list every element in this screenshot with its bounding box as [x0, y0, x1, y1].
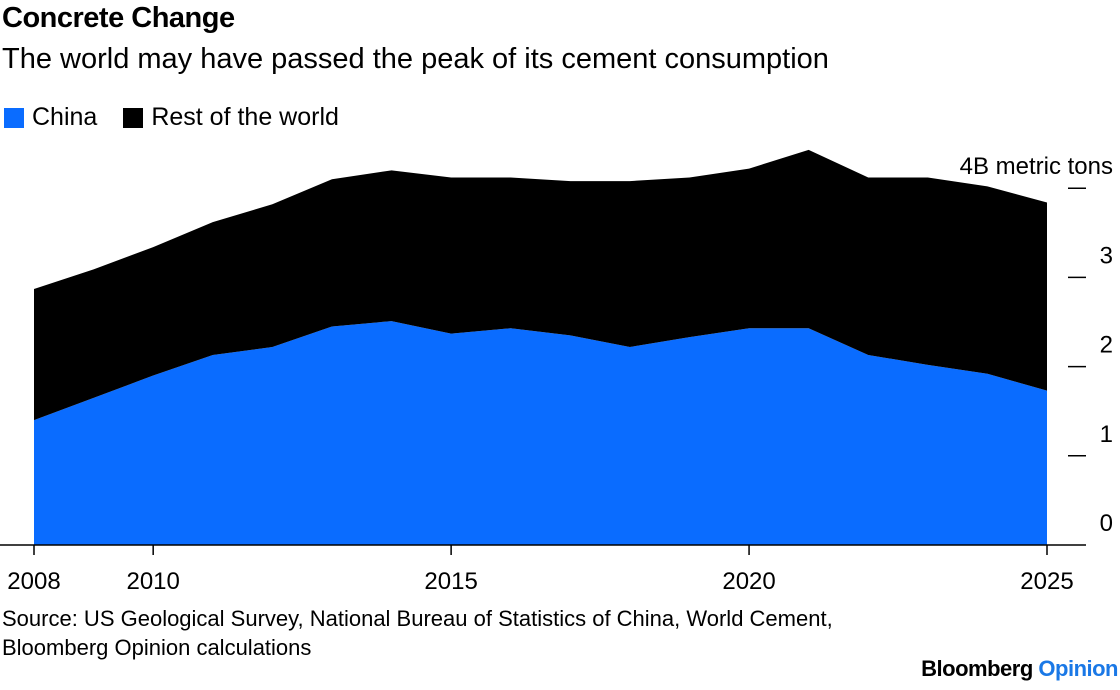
legend-label-china: China — [32, 103, 98, 131]
brand-name: Bloomberg — [921, 656, 1033, 681]
area-china — [34, 321, 1047, 545]
y-tick-label-2: 2 — [1100, 332, 1113, 359]
x-tick-label-2020: 2020 — [722, 568, 775, 595]
legend-item-china: China — [4, 103, 97, 132]
y-tick-label-3: 3 — [1100, 242, 1113, 269]
chart-title: Concrete Change — [2, 2, 235, 34]
y-tick-label-1: 1 — [1100, 421, 1113, 448]
x-tick-label-2010: 2010 — [126, 568, 179, 595]
y-tick-label-4: 4B metric tons — [960, 153, 1113, 180]
x-tick-label-2015: 2015 — [424, 568, 477, 595]
y-tick-label-0: 0 — [1100, 510, 1113, 537]
legend-swatch-rest — [123, 107, 144, 128]
source-note: Source: US Geological Survey, National B… — [2, 606, 833, 660]
brand-suffix: Opinion — [1038, 656, 1118, 681]
brand-logo: Bloomberg Opinion — [921, 656, 1118, 682]
area-rest-of-the-world — [34, 149, 1047, 421]
x-tick-label-2025: 2025 — [1020, 568, 1073, 595]
legend-item-rest: Rest of the world — [123, 103, 339, 132]
x-tick-label-2008: 2008 — [7, 568, 60, 595]
legend-swatch-china — [4, 107, 24, 128]
chart-subtitle: The world may have passed the peak of it… — [2, 43, 829, 75]
legend-label-rest: Rest of the world — [151, 103, 339, 131]
legend: China Rest of the world — [4, 103, 339, 132]
